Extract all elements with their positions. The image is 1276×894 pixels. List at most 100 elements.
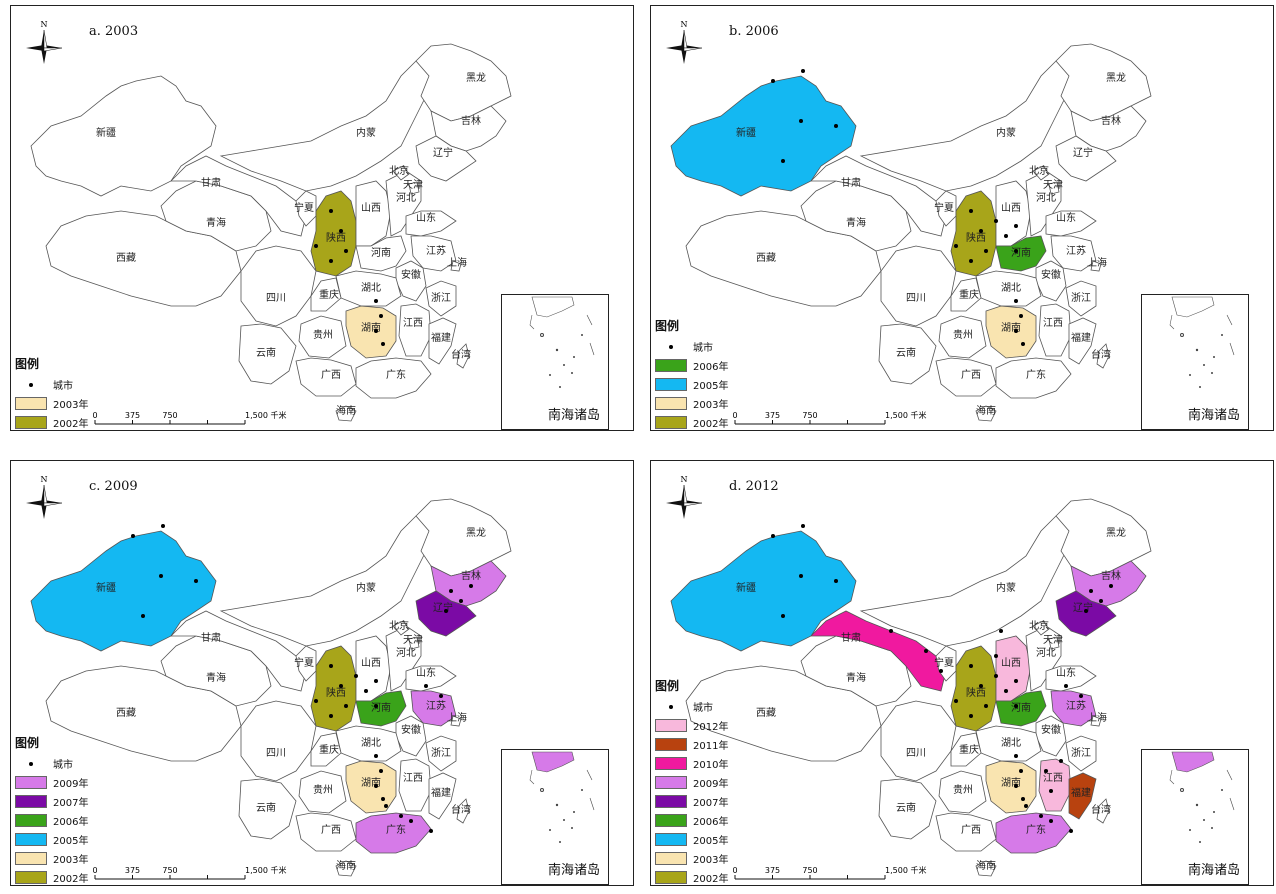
province-江西 <box>1038 303 1072 357</box>
province-label: 天津 <box>403 179 423 191</box>
province-label: 江西 <box>403 772 423 784</box>
province-浙江 <box>1065 735 1097 772</box>
province-label: 江苏 <box>426 699 446 712</box>
city-dot <box>994 674 998 678</box>
province-福建 <box>1068 772 1097 820</box>
city-dot <box>801 69 805 73</box>
legend-item: 城市 <box>15 375 88 394</box>
legend-swatch <box>15 871 47 884</box>
legend-label: 2005年 <box>693 836 729 847</box>
legend-label: 2006年 <box>53 817 89 828</box>
province-山东 <box>405 210 457 237</box>
province-label: 宁夏 <box>934 656 954 669</box>
province-label: 江西 <box>403 317 423 329</box>
province-label: 湖南 <box>1001 776 1021 789</box>
province-label: 西藏 <box>756 707 776 719</box>
city-dot <box>1069 829 1073 833</box>
city-dot <box>801 524 805 528</box>
city-dot <box>1021 797 1025 801</box>
province-label: 陕西 <box>326 686 346 699</box>
province-label: 辽宁 <box>1073 146 1093 159</box>
legend-swatch <box>655 776 687 789</box>
legend-label: 2002年 <box>693 419 729 430</box>
province-新疆 <box>30 530 217 652</box>
province-海南 <box>975 405 997 422</box>
city-dot <box>131 534 135 538</box>
province-上海 <box>1090 260 1102 272</box>
legend-label: 2005年 <box>693 381 729 392</box>
province-label: 四川 <box>266 748 286 759</box>
province-天津 <box>408 181 420 195</box>
city-dot <box>781 159 785 163</box>
legend-item: 2005年 <box>655 375 728 394</box>
province-福建 <box>428 772 457 820</box>
province-label: 湖北 <box>1001 737 1021 749</box>
province-label: 河南 <box>371 701 391 714</box>
svg-text:750: 750 <box>802 411 817 420</box>
province-label: 北京 <box>1029 619 1049 632</box>
province-label: 辽宁 <box>433 601 453 614</box>
city-dot <box>429 829 433 833</box>
city-dot <box>1014 754 1018 758</box>
province-label: 辽宁 <box>1073 601 1093 614</box>
province-河南 <box>995 235 1047 272</box>
province-label: 宁夏 <box>934 201 954 214</box>
province-label: 海南 <box>976 859 996 872</box>
province-label: 重庆 <box>959 743 979 756</box>
province-label: 安徽 <box>401 723 421 736</box>
north-arrow-icon: N <box>21 473 67 525</box>
panel-title: b. 2006 <box>729 24 779 39</box>
province-陕西 <box>310 645 357 732</box>
city-dot <box>1099 599 1103 603</box>
province-台湾 <box>1096 798 1110 824</box>
province-江苏 <box>1050 690 1097 727</box>
province-label: 四川 <box>906 748 926 759</box>
legend-label: 2003年 <box>53 855 89 866</box>
province-label: 北京 <box>389 619 409 632</box>
province-云南 <box>238 778 297 840</box>
province-贵州 <box>938 770 987 814</box>
province-四川 <box>880 245 957 327</box>
svg-text:N: N <box>681 475 688 484</box>
province-山西 <box>995 635 1032 702</box>
province-label: 陕西 <box>326 231 346 244</box>
province-贵州 <box>298 315 347 359</box>
province-label: 山西 <box>361 202 381 214</box>
province-浙江 <box>425 735 457 772</box>
province-四川 <box>880 700 957 782</box>
city-dot <box>374 299 378 303</box>
map-legend: 图例 城市 2003年 2002年 <box>15 355 89 430</box>
province-四川 <box>240 245 317 327</box>
map-legend: 图例 城市 2012年 2011年 2010年 2009年 2007年 2006年 2005年 2… <box>655 677 729 885</box>
province-台湾 <box>456 343 470 369</box>
legend-item: 2003年 <box>15 849 88 868</box>
city-dot <box>339 684 343 688</box>
city-dot-icon <box>15 382 47 387</box>
city-dot <box>354 674 358 678</box>
svg-text:375: 375 <box>765 866 780 875</box>
inset-label: 南海诸岛 <box>547 863 600 878</box>
legend-swatch <box>655 738 687 751</box>
province-海南 <box>335 405 357 422</box>
province-广东 <box>355 357 432 399</box>
city-dot-icon <box>655 344 687 349</box>
legend-label: 2003年 <box>53 400 89 411</box>
province-黑龙 <box>415 498 512 577</box>
province-label: 海南 <box>336 859 356 872</box>
city-dot-icon <box>655 704 687 709</box>
city-dot <box>141 614 145 618</box>
svg-text:750: 750 <box>162 866 177 875</box>
province-黑龙 <box>415 43 512 122</box>
legend-label: 城市 <box>693 703 713 714</box>
city-dot <box>834 124 838 128</box>
province-label: 新疆 <box>96 126 116 139</box>
province-label: 天津 <box>1043 634 1063 646</box>
legend-label: 2006年 <box>693 362 729 373</box>
legend-swatch <box>15 416 47 429</box>
city-dot <box>1014 784 1018 788</box>
city-dot <box>364 689 368 693</box>
province-label: 安徽 <box>1041 723 1061 736</box>
province-台湾 <box>456 798 470 824</box>
